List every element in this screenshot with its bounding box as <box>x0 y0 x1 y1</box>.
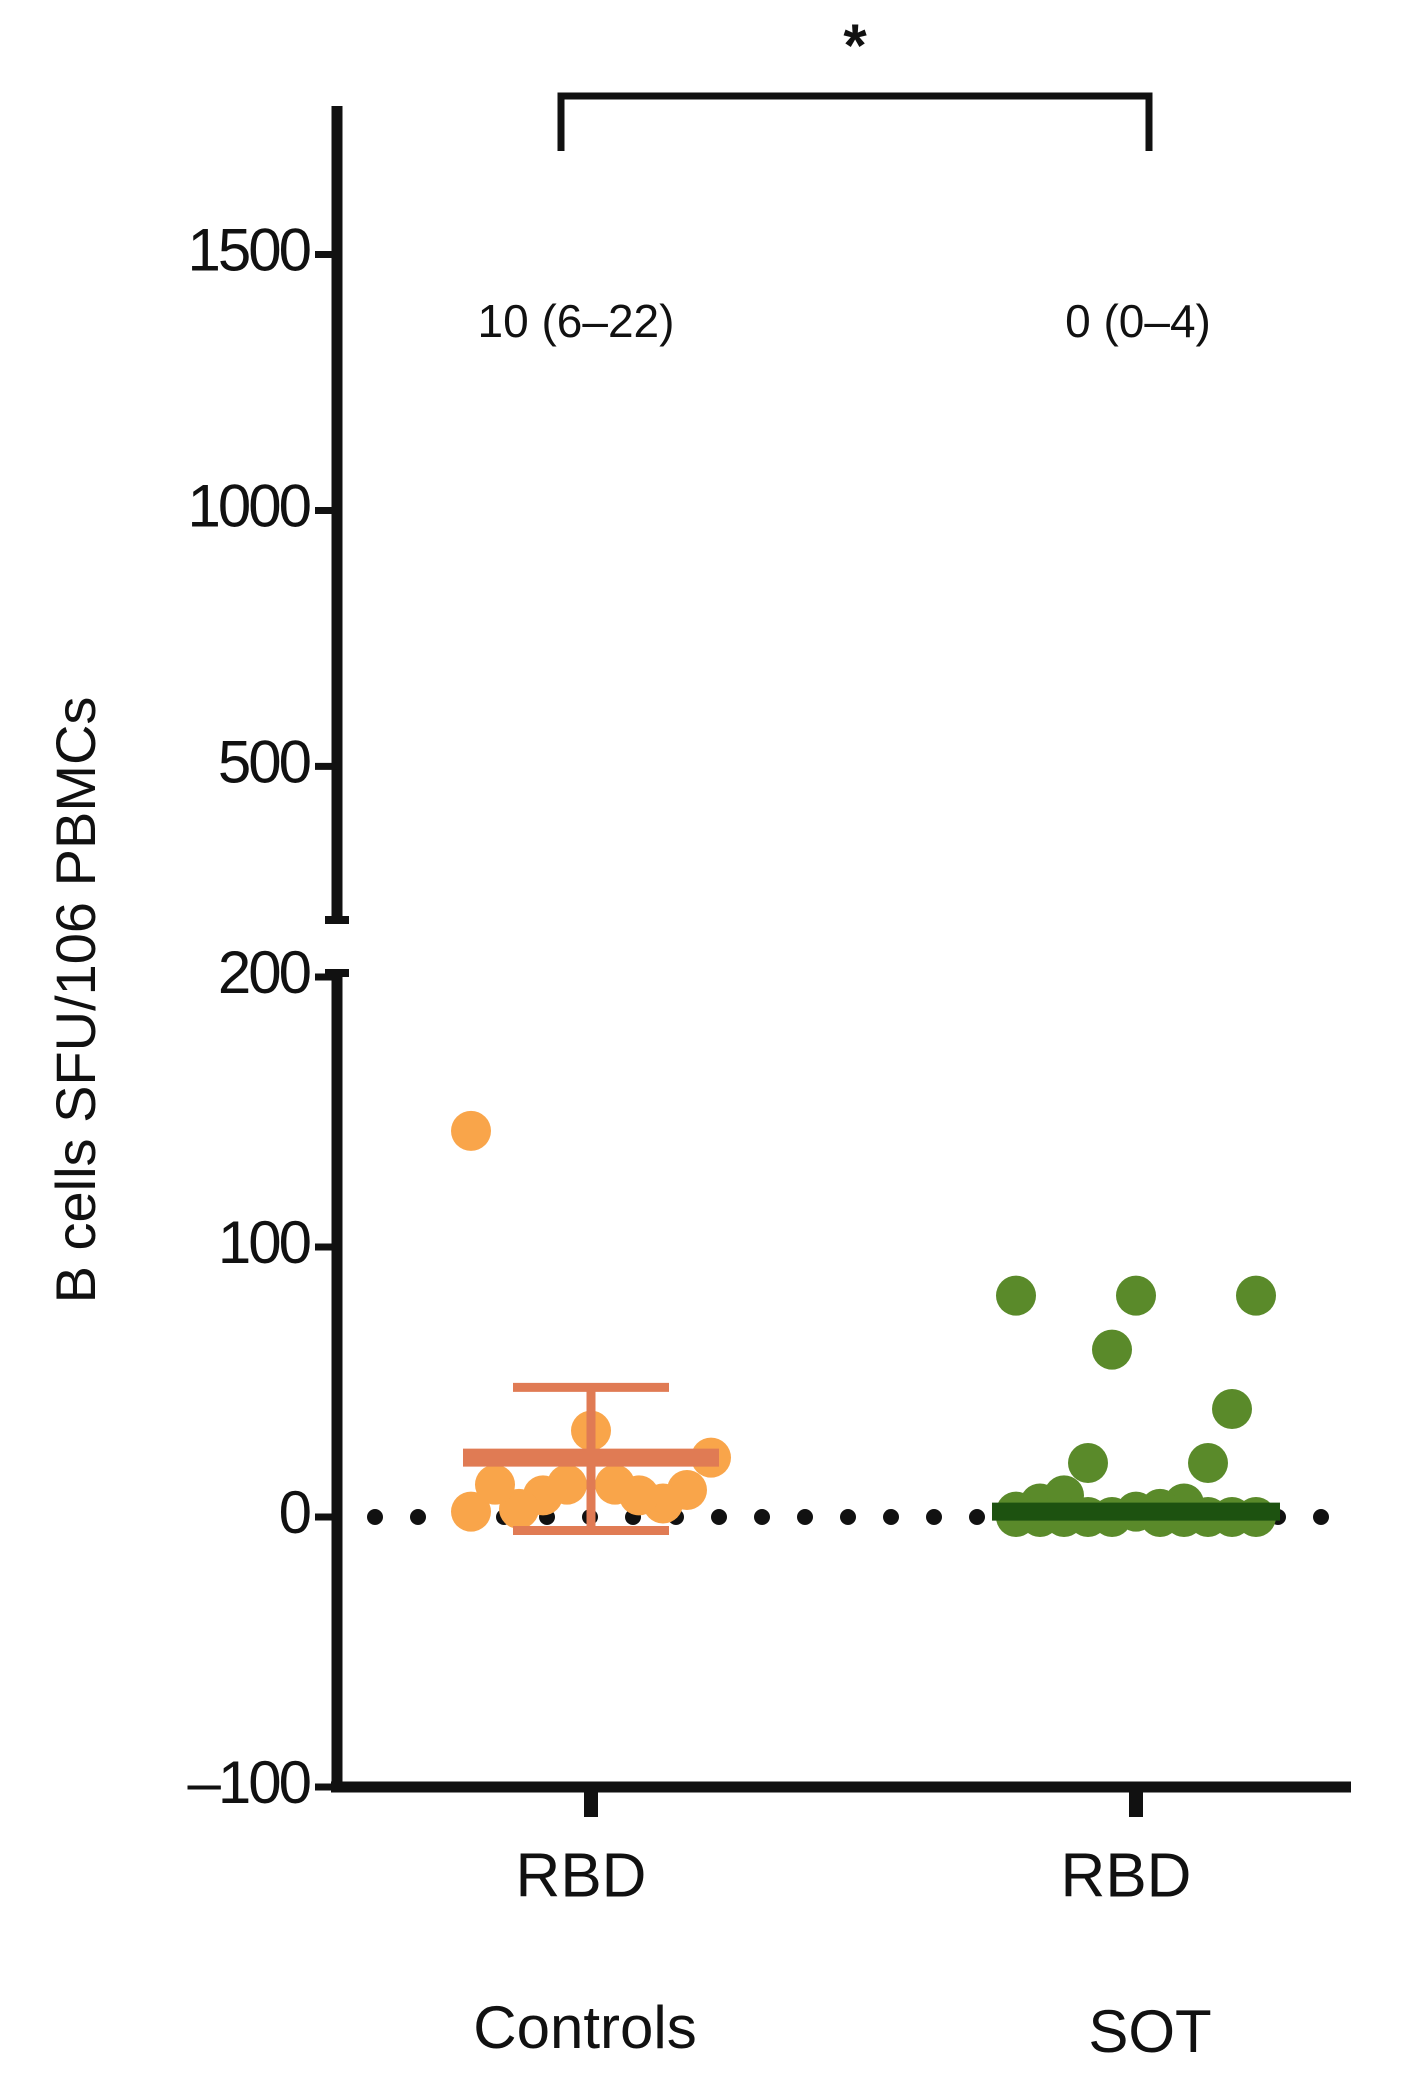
reference-dot <box>926 1509 942 1525</box>
annotation: 10 (6–22) <box>478 295 675 347</box>
reference-dot <box>969 1509 985 1525</box>
y-tick-label: 0 <box>279 1479 311 1546</box>
point <box>451 1110 491 1151</box>
significance: * <box>843 12 867 79</box>
reference-dot <box>883 1509 899 1525</box>
point <box>1092 1329 1132 1370</box>
point <box>1212 1389 1252 1429</box>
y-tick-label: 1500 <box>188 216 311 283</box>
group-label: SOT <box>1088 1998 1211 2065</box>
group-label: Controls <box>473 1994 696 2061</box>
point <box>1068 1443 1108 1483</box>
reference-dot <box>367 1509 383 1525</box>
y-tick-label: 1000 <box>188 472 311 539</box>
point <box>475 1464 515 1505</box>
reference-dot <box>797 1509 813 1525</box>
point <box>451 1491 491 1532</box>
reference-dot <box>1313 1509 1329 1525</box>
point <box>499 1488 539 1529</box>
reference-dot <box>711 1509 727 1525</box>
reference-dot <box>410 1509 426 1525</box>
y-tick-label: 200 <box>218 939 311 1006</box>
reference-dot <box>754 1509 770 1525</box>
x-tick-label: RBD <box>516 1841 647 1910</box>
point <box>996 1275 1036 1316</box>
point <box>595 1464 635 1505</box>
bracket <box>557 92 1153 151</box>
y-tick-label: 100 <box>218 1209 311 1276</box>
point <box>1236 1275 1276 1316</box>
y-tick-label: –100 <box>188 1749 311 1816</box>
x-tick-label: RBD <box>1061 1841 1192 1910</box>
y-tick-label: 500 <box>218 728 311 795</box>
point <box>1116 1275 1156 1316</box>
point <box>1188 1443 1228 1483</box>
y-axis-label: B cells SFU/106 PBMCs <box>44 697 107 1304</box>
annotation: 0 (0–4) <box>1065 295 1211 347</box>
reference-dot <box>840 1509 856 1525</box>
